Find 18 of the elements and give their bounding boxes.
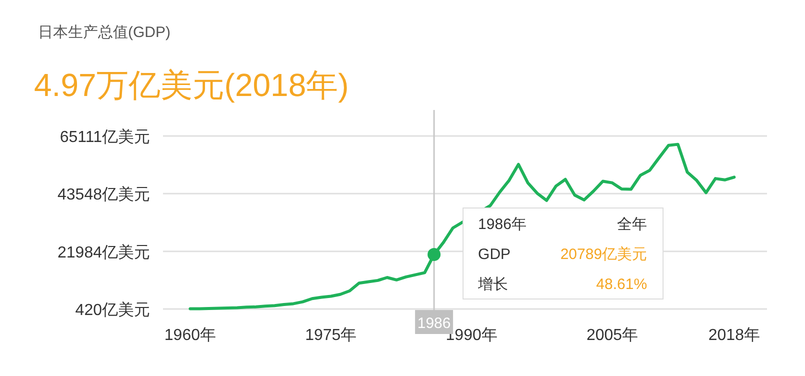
- annotation: 全年: [617, 216, 648, 233]
- annotation: 1986年: [478, 216, 526, 233]
- annotation: 48.61%: [596, 276, 648, 293]
- line-series: [188, 142, 736, 310]
- annotation: 20789亿美元: [560, 246, 648, 263]
- y-tick-label: 65111亿美元: [60, 128, 150, 146]
- chart-title: 日本生产总值(GDP): [38, 24, 170, 41]
- x-tick-label: 1960年: [164, 327, 216, 344]
- ref-line-label: 1986: [417, 315, 451, 332]
- annotation: 增长: [477, 276, 508, 293]
- chart-subtitle: 4.97万亿美元(2018年): [34, 67, 349, 103]
- x-tick-label: 2018年: [708, 327, 760, 344]
- y-tick-label: 21984亿美元: [58, 243, 150, 262]
- x-tick-label: 2005年: [586, 327, 638, 344]
- annotation: GDP: [478, 246, 511, 263]
- x-tick-label: 1975年: [305, 327, 357, 344]
- y-tick-label: 420亿美元: [75, 301, 150, 319]
- y-tick-label: 43548亿美元: [58, 186, 150, 204]
